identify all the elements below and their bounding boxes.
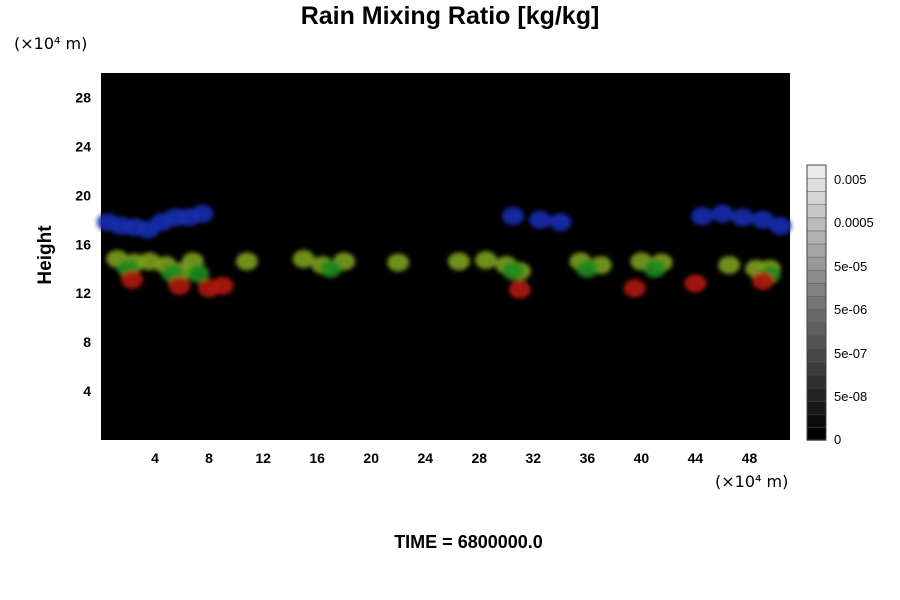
green-blob [576,259,599,278]
yellow-green-blob [235,252,258,271]
blue-blob [529,210,552,229]
colorbar-cell [806,413,827,428]
blue-blob [549,213,572,232]
blue-blob [769,216,792,235]
colorbar-cell [806,190,827,206]
blue-blob [731,208,754,227]
blue-blob [711,204,734,223]
x-tick-label: 28 [471,450,487,466]
colorbar-tick-label: 5e-05 [834,259,867,274]
y-tick-label: 4 [83,383,91,399]
colorbar-cell [806,334,827,350]
red-blob [168,276,191,295]
yellow-green-blob [387,253,410,272]
y-tick-label: 28 [75,89,91,105]
x-tick-label: 40 [634,450,650,466]
yellow-green-blob [718,256,741,275]
colorbar-tick-label: 5e-07 [834,346,867,361]
colorbar-cell [806,400,827,415]
rain-field [96,204,792,299]
colorbar-cell [806,243,827,258]
green-blob [502,262,525,281]
green-blob [319,259,342,278]
x-tick-label: 44 [688,450,704,466]
colorbar-cell [806,374,827,389]
green-blob [643,259,666,278]
x-tick-label: 8 [205,450,213,466]
y-tick-label: 24 [75,138,91,154]
colorbar-cell [806,217,827,232]
colorbar-cell [806,282,827,297]
green-blob [187,264,210,283]
red-blob [121,270,144,289]
colorbar-tick-label: 0.0005 [834,215,874,230]
red-blob [751,271,774,290]
colorbar-cell [806,177,827,192]
yellow-green-blob [448,252,471,271]
blue-blob [751,210,774,229]
colorbar-cell [806,204,827,219]
colorbar-cell [806,387,827,402]
y-tick-label: 8 [83,334,91,350]
colorbar-tick-label: 5e-08 [834,389,867,404]
colorbar-cell [806,361,827,376]
plot-area [101,73,790,440]
time-label: TIME = 6800000.0 [394,532,543,552]
blue-blob [502,207,525,226]
x-tick-label: 20 [363,450,379,466]
x-tick-label: 32 [526,450,542,466]
colorbar-cell [806,230,827,245]
chart-title: Rain Mixing Ratio [kg/kg] [300,2,600,30]
x-unit-label: (×10⁴ m) [715,472,789,491]
y-tick-label: 16 [75,236,91,252]
colorbar-cell [806,256,827,271]
x-axis: 4 8 12 16 20 24 28 32 36 40 44 48 [151,450,757,466]
red-blob [211,276,234,295]
colorbar-cell [806,269,827,284]
red-blob [508,280,531,299]
colorbar-tick-label: 0.005 [834,172,867,187]
blue-blob [691,207,714,226]
colorbar: 0.005 0.0005 5e-05 5e-06 5e-07 5e-08 0 [806,164,874,447]
colorbar-cell [806,308,827,323]
colorbar-cell [806,295,827,310]
colorbar-cell [806,164,827,179]
y-tick-label: 12 [75,285,91,301]
x-tick-label: 12 [255,450,271,466]
x-tick-label: 48 [742,450,758,466]
yellow-green-blob [475,251,498,270]
y-axis: 4 8 12 16 20 24 28 [75,89,91,399]
colorbar-cell [806,426,827,441]
colorbar-frame [806,164,827,441]
colorbar-tick-label: 0 [834,432,841,447]
x-tick-label: 16 [309,450,325,466]
yellow-green-blob [292,249,315,268]
x-tick-label: 24 [417,450,433,466]
x-tick-label: 4 [151,450,159,466]
red-blob [684,274,707,293]
y-tick-label: 20 [75,187,91,203]
colorbar-cell [806,321,827,336]
red-blob [623,279,646,298]
colorbar-tick-label: 5e-06 [834,302,867,317]
x-tick-label: 36 [580,450,596,466]
blue-blob [191,204,214,223]
y-unit-label: (×10⁴ m) [14,34,88,53]
colorbar-cell [806,348,827,363]
